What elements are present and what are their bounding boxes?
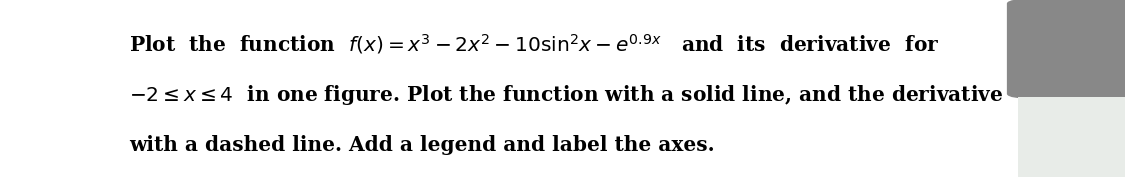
- Text: Plot  the  function  $\mathit{f}(\mathit{x}) = \mathit{x}^3 - 2\mathit{x}^2 - 10: Plot the function $\mathit{f}(\mathit{x}…: [129, 32, 939, 56]
- FancyBboxPatch shape: [1007, 0, 1125, 99]
- Text: $-2 \leq \mathit{x} \leq 4$  in one figure. Plot the function with a solid line,: $-2 \leq \mathit{x} \leq 4$ in one figur…: [129, 83, 1004, 107]
- Bar: [1018, 97, 1125, 177]
- Text: with a dashed line. Add a legend and label the axes.: with a dashed line. Add a legend and lab…: [129, 135, 716, 155]
